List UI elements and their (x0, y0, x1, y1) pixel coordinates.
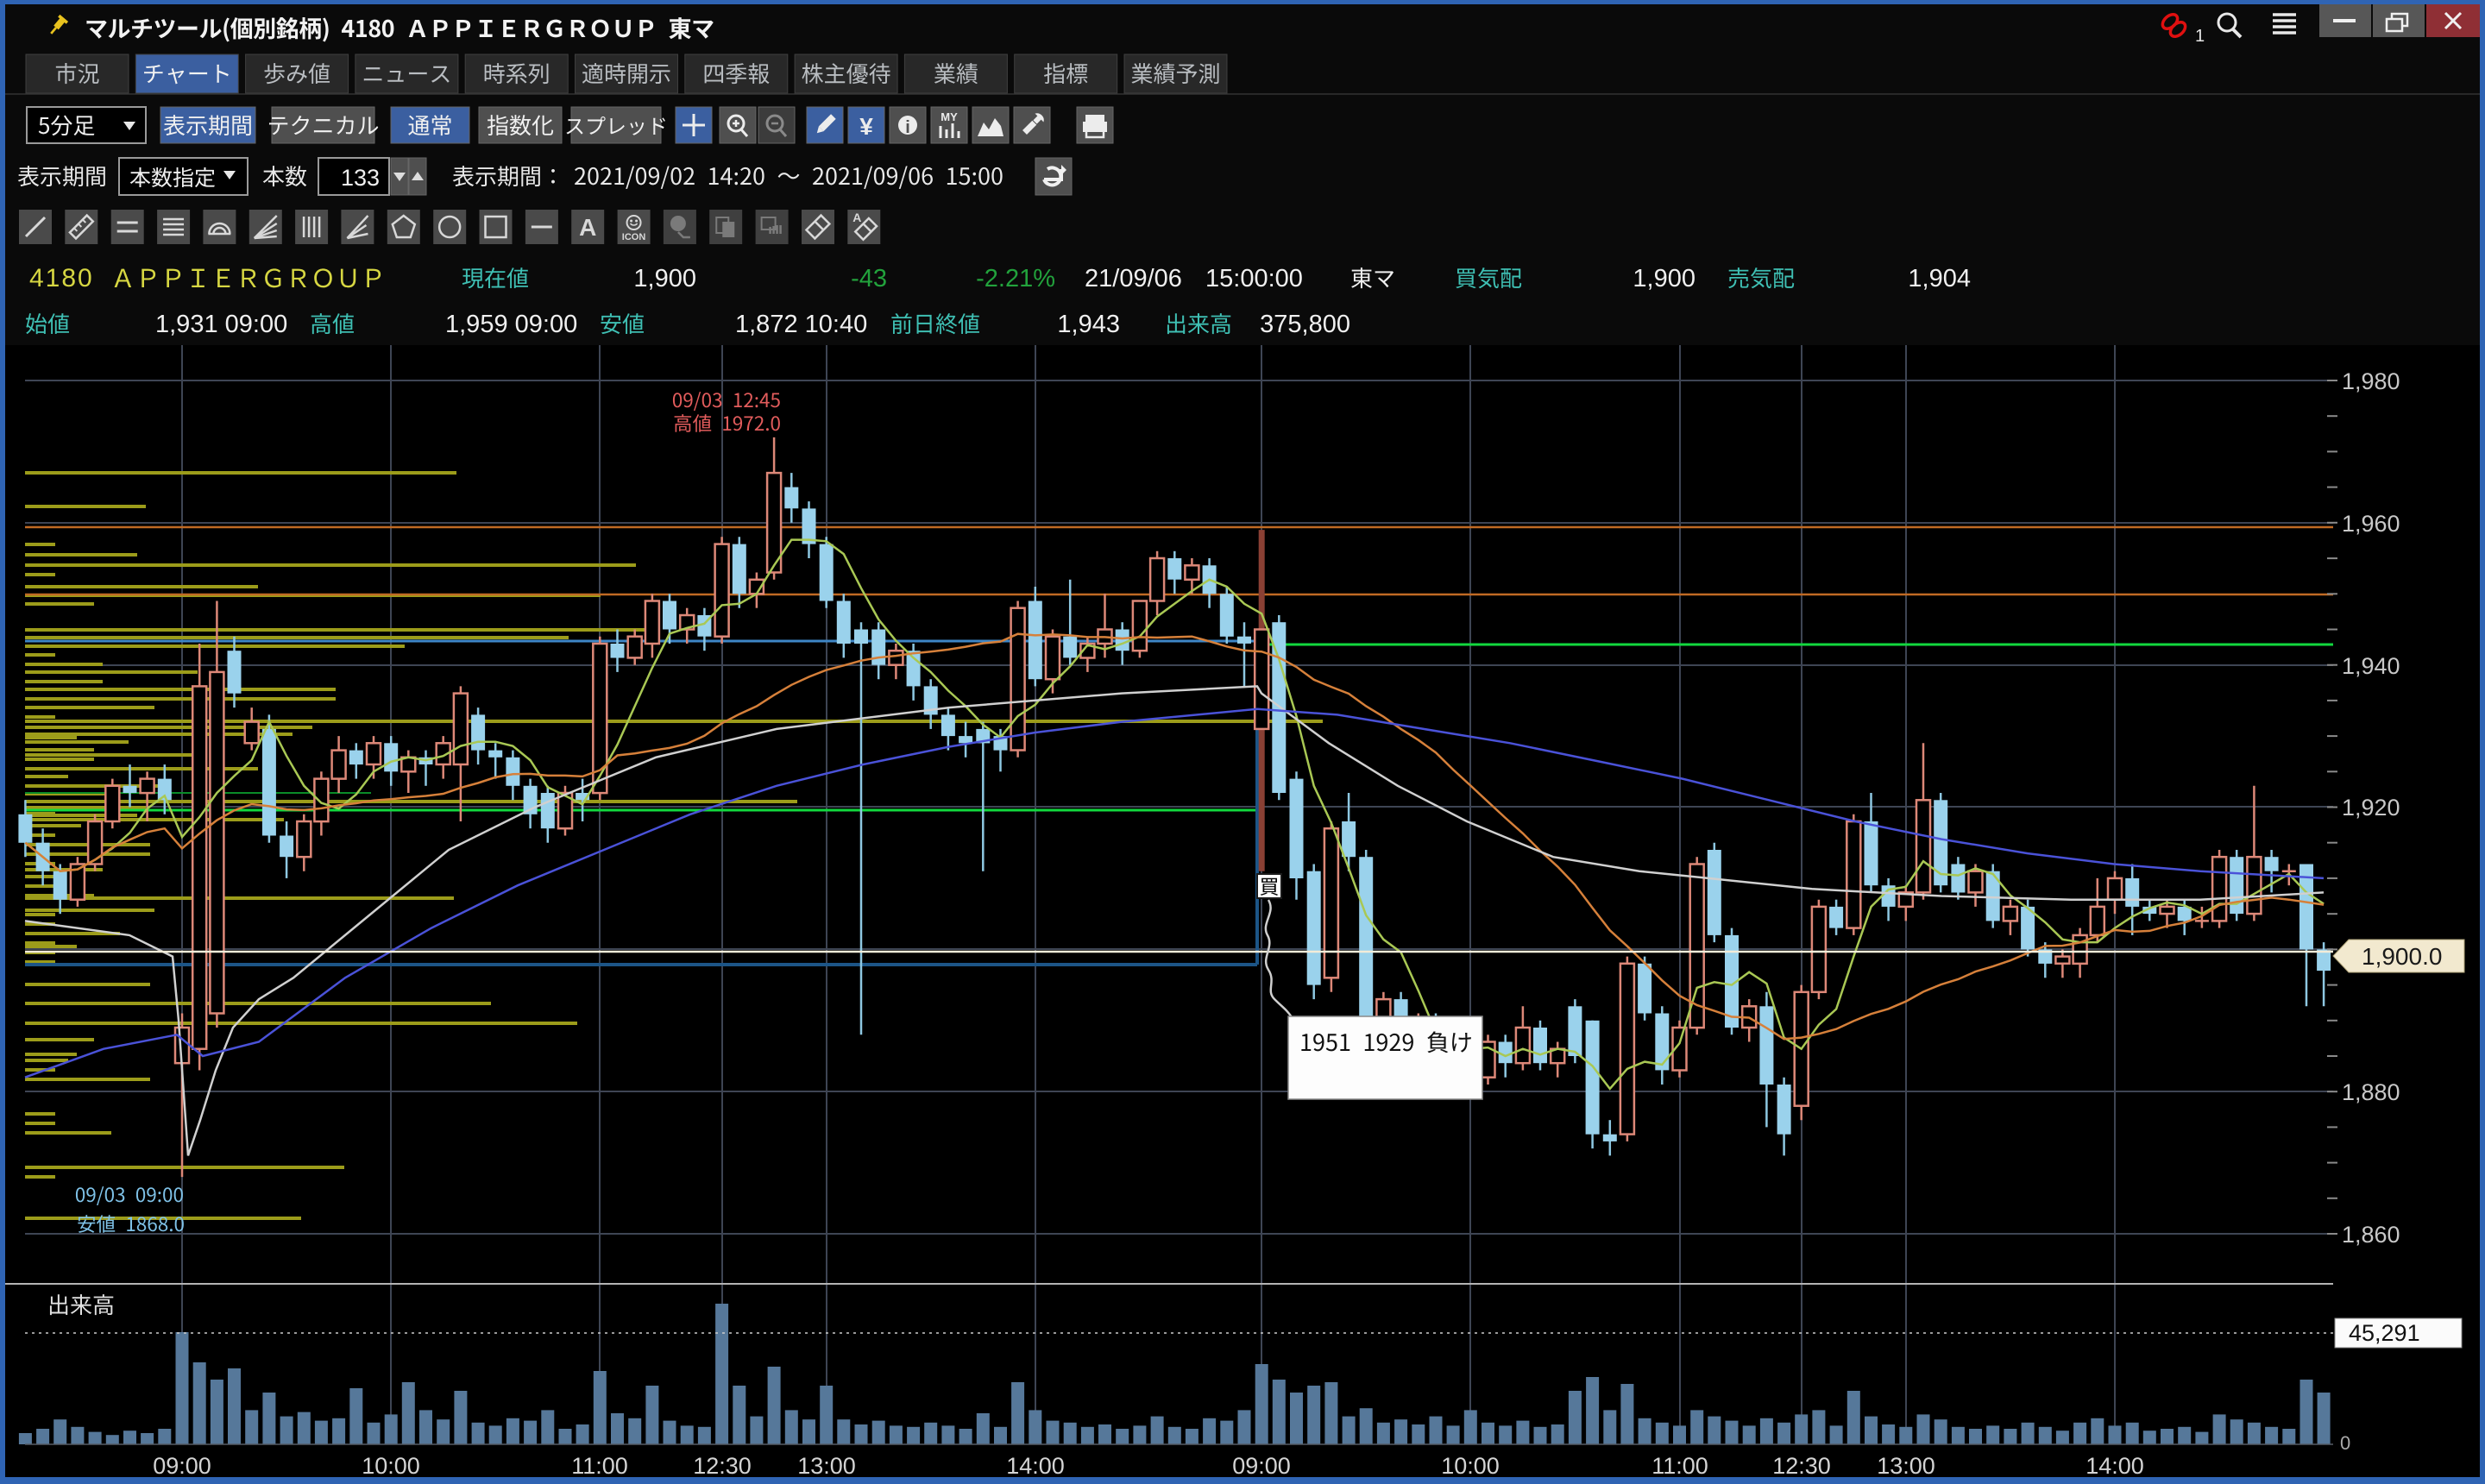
svg-text:1,900: 1,900 (633, 265, 696, 292)
svg-text:1,872 10:40: 1,872 10:40 (735, 311, 867, 338)
svg-text:10:00: 10:00 (1441, 1453, 1500, 1479)
svg-text:14:00: 14:00 (1006, 1453, 1065, 1479)
svg-text:0: 0 (2340, 1432, 2350, 1454)
svg-text:4180: 4180 (29, 264, 94, 292)
svg-text:1,943: 1,943 (1057, 311, 1120, 338)
svg-text:15:00:00: 15:00:00 (1205, 265, 1303, 292)
svg-text:ICON: ICON (622, 232, 646, 242)
svg-text:13:00: 13:00 (797, 1453, 856, 1479)
svg-text:1,980: 1,980 (2342, 368, 2400, 394)
svg-text:1,900: 1,900 (1633, 265, 1695, 292)
svg-text:-2.21%: -2.21% (976, 265, 1055, 292)
svg-text:09:00: 09:00 (153, 1453, 211, 1479)
svg-text:375,800: 375,800 (1260, 311, 1350, 338)
svg-text:-43: -43 (851, 265, 887, 292)
svg-text:10:00: 10:00 (362, 1453, 420, 1479)
svg-text:14:00: 14:00 (2086, 1453, 2144, 1479)
svg-text:MY: MY (941, 110, 958, 123)
svg-text:1: 1 (2195, 27, 2205, 46)
svg-text:12:30: 12:30 (1772, 1453, 1831, 1479)
svg-text:¥: ¥ (859, 113, 873, 140)
svg-text:1,900.0: 1,900.0 (2362, 943, 2442, 970)
svg-text:1,904: 1,904 (1908, 265, 1971, 292)
svg-text:13:00: 13:00 (1877, 1453, 1935, 1479)
svg-text:1,860: 1,860 (2342, 1222, 2400, 1248)
svg-text:21/09/06: 21/09/06 (1085, 265, 1182, 292)
svg-text:12:30: 12:30 (693, 1453, 752, 1479)
svg-text:11:00: 11:00 (1651, 1453, 1708, 1479)
svg-text:i: i (905, 118, 910, 137)
svg-text:1,940: 1,940 (2342, 653, 2400, 679)
svg-text:09:00: 09:00 (1232, 1453, 1291, 1479)
svg-text:1,960: 1,960 (2342, 511, 2400, 537)
svg-text:A: A (579, 214, 596, 241)
svg-text:1,920: 1,920 (2342, 795, 2400, 821)
svg-text:11:00: 11:00 (571, 1453, 628, 1479)
svg-text:A: A (852, 211, 861, 224)
svg-text:45,291: 45,291 (2349, 1320, 2420, 1346)
svg-text:1,880: 1,880 (2342, 1079, 2400, 1105)
svg-text:1,931 09:00: 1,931 09:00 (155, 311, 287, 338)
svg-text:133: 133 (341, 165, 380, 191)
svg-text:1,959 09:00: 1,959 09:00 (445, 311, 577, 338)
